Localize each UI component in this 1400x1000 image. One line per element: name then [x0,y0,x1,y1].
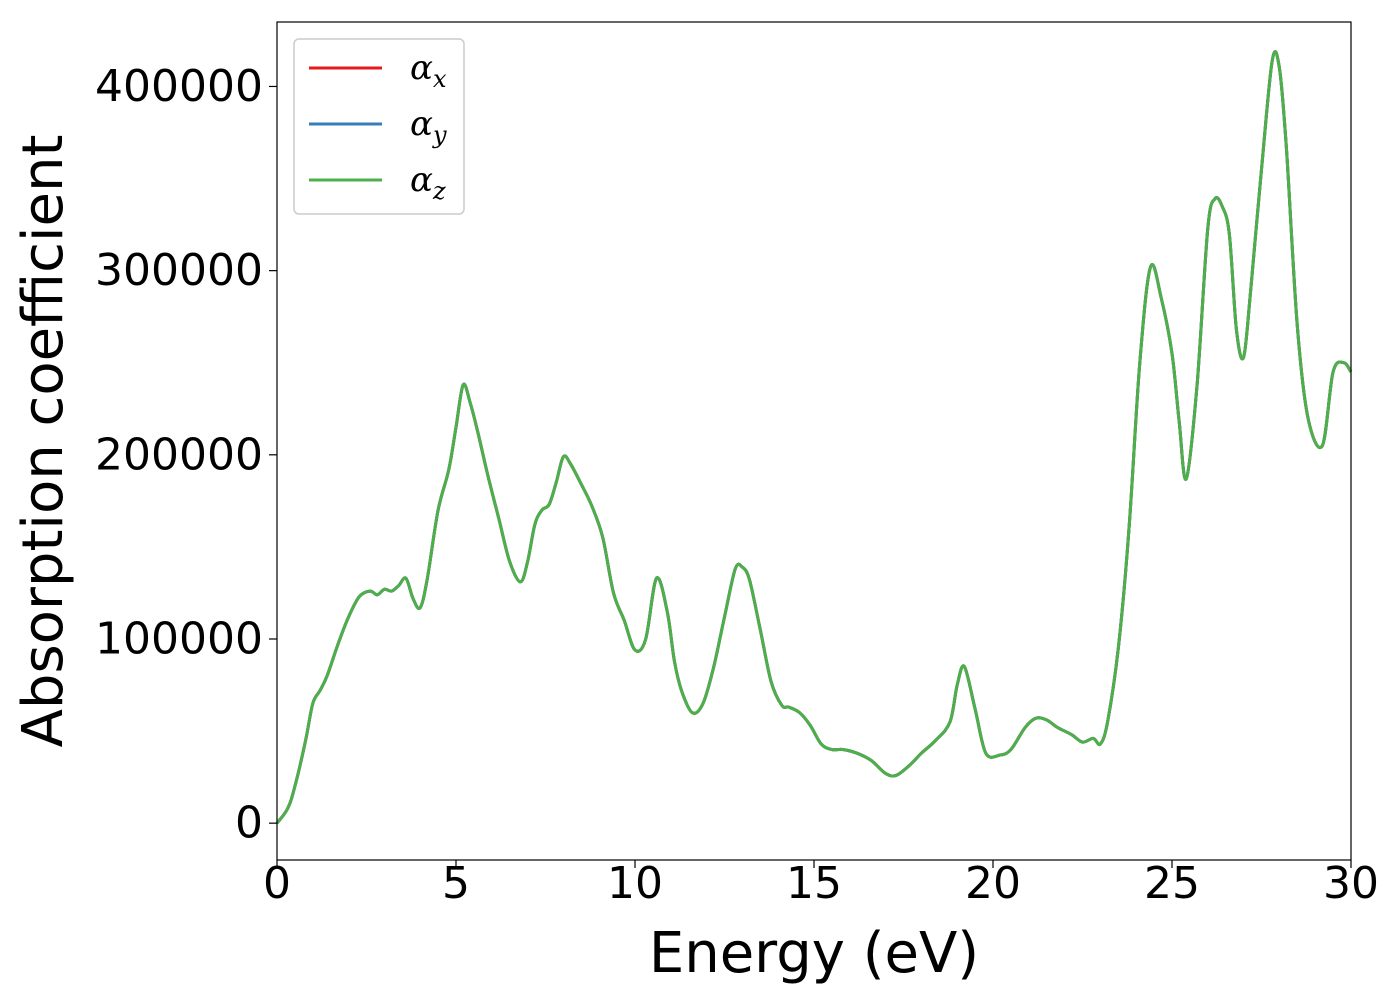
legend-label-symbol: α [410,160,433,200]
y-tick-label: 100000 [95,613,263,664]
x-tick-label: 25 [1144,858,1200,909]
plot-area-frame [276,21,1352,861]
x-axis-title: Energy (eV) [649,921,979,986]
legend-label-z: αz [410,160,446,205]
legend-label-symbol: α [410,104,433,144]
x-tick-label: 30 [1323,858,1379,909]
legend-label-subscript: x [433,65,447,93]
x-tick-label: 10 [607,858,663,909]
legend-box [293,38,465,215]
series-layer [275,50,1353,825]
y-axis-title: Absorption coefficient [11,135,76,748]
y-axis-ticks: 0 100000 200000 300000 400000 [95,61,277,849]
x-tick-label: 0 [263,858,291,909]
x-tick-label: 15 [786,858,842,909]
legend-label-subscript: y [432,121,447,149]
x-tick-label: 20 [965,858,1021,909]
x-tick-label: 5 [442,858,470,909]
legend-label-x: αx [410,48,447,93]
legend-label-subscript: z [432,177,446,205]
x-axis-ticks: 0 5 10 15 20 25 30 [263,858,1379,909]
series-line-z [275,50,1353,825]
y-tick-label: 300000 [95,245,263,296]
legend-label-symbol: α [410,48,433,88]
y-tick-label: 200000 [95,429,263,480]
y-tick-label: 0 [235,798,263,849]
y-tick-label: 400000 [95,61,263,112]
legend-label-y: αy [410,104,447,149]
